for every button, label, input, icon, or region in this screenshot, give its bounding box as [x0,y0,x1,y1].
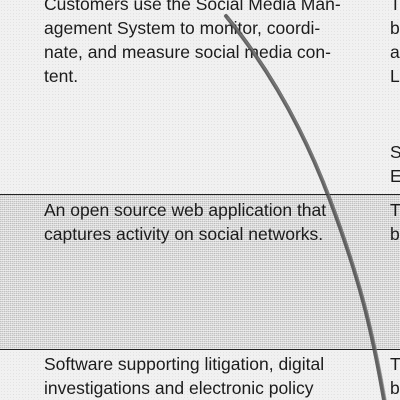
text-line: tent. [44,66,79,86]
clipped-letter: E [390,166,400,186]
description-cell: Customers use the Social Media Man- agem… [44,0,366,88]
text-line: agement System to monitor, coordi- [44,18,321,38]
row-divider [0,194,400,195]
text-line: nate, and measure social media con- [44,42,331,62]
text-line: Customers use the Social Media Man- [44,0,341,14]
description-cell: Software supporting litigation, digital … [44,352,366,400]
row-divider [0,349,400,350]
text-line: captures activity on social networks. [44,224,324,244]
table-row: Customers use the Social Media Man- agem… [0,0,400,195]
clipped-letter: T [390,200,400,220]
clipped-letter: b [390,378,400,398]
table-row: An open source web application that capt… [0,195,400,349]
description-cell: An open source web application that capt… [44,198,366,246]
clipped-letter: S [390,142,400,162]
text-line: investigations and electronic policy [44,378,314,398]
clipped-letter: b [390,224,400,244]
clipped-letter: T [390,0,400,14]
text-line: An open source web application that [44,200,327,220]
clipped-letter: b [390,18,400,38]
text-line: Software supporting litigation, digital [44,354,325,374]
clipped-letter: a [390,42,400,62]
clipped-letter: L [390,66,400,86]
clipped-letter: T [390,354,400,374]
table-row: Software supporting litigation, digital … [0,349,400,400]
